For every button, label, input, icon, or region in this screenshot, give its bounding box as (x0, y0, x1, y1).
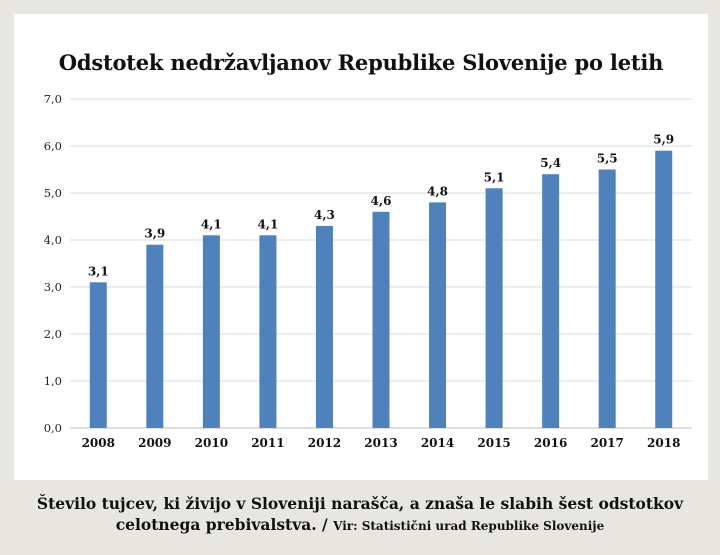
x-tick-label: 2015 (477, 436, 510, 450)
x-tick-label: 2011 (251, 436, 284, 450)
data-label: 4,3 (314, 208, 335, 222)
data-label: 3,1 (88, 264, 109, 278)
bar (429, 202, 447, 428)
data-label: 4,1 (201, 217, 222, 231)
x-tick-label: 2014 (421, 436, 454, 450)
data-label: 4,1 (257, 217, 278, 231)
bar (485, 188, 503, 428)
caption-source: Vir: Statistični urad Republike Slovenij… (333, 519, 605, 533)
x-tick-label: 2018 (647, 436, 680, 450)
bar (146, 244, 164, 428)
x-tick-label: 2010 (195, 436, 228, 450)
bar-chart: 0,0 1,0 2,0 3,0 4,0 5,0 6,0 7,0 3,1 2008 3,9 2009 4,… (44, 92, 692, 450)
y-tick-label: 7,0 (44, 92, 62, 106)
x-tick-label: 2016 (534, 436, 567, 450)
bar (89, 282, 107, 428)
x-tick-label: 2017 (590, 436, 623, 450)
y-tick-label: 2,0 (44, 327, 62, 341)
data-label: 5,4 (540, 156, 561, 170)
y-tick-label: 0,0 (44, 421, 62, 435)
y-tick-label: 4,0 (44, 233, 62, 247)
bar (372, 211, 390, 428)
y-tick-label: 3,0 (44, 280, 62, 294)
x-tick-label: 2009 (138, 436, 171, 450)
data-label: 3,9 (144, 227, 165, 241)
y-tick-label: 5,0 (44, 186, 62, 200)
bar (542, 174, 560, 428)
x-tick-label: 2012 (308, 436, 341, 450)
y-tick-label: 6,0 (44, 139, 62, 153)
data-label: 5,9 (653, 133, 674, 147)
bar (315, 225, 333, 428)
caption: Število tujcev, ki živijo v Sloveniji na… (0, 493, 720, 537)
y-tick-label: 1,0 (44, 374, 62, 388)
data-label: 5,5 (597, 152, 618, 166)
data-label: 4,8 (427, 184, 448, 198)
caption-line1: Število tujcev, ki živijo v Sloveniji na… (36, 494, 684, 513)
chart-title: Odstotek nedržavljanov Republike Sloveni… (58, 50, 664, 75)
x-tick-label: 2008 (82, 436, 115, 450)
x-tick-label: 2013 (364, 436, 397, 450)
chart-card: Odstotek nedržavljanov Republike Sloveni… (14, 14, 708, 480)
bar (655, 150, 673, 428)
data-label: 5,1 (484, 170, 505, 184)
bar (202, 235, 220, 428)
data-label: 4,6 (371, 194, 392, 208)
bar (598, 169, 616, 428)
bar (259, 235, 277, 428)
caption-line2: celotnega prebivalstva. / (115, 515, 328, 534)
